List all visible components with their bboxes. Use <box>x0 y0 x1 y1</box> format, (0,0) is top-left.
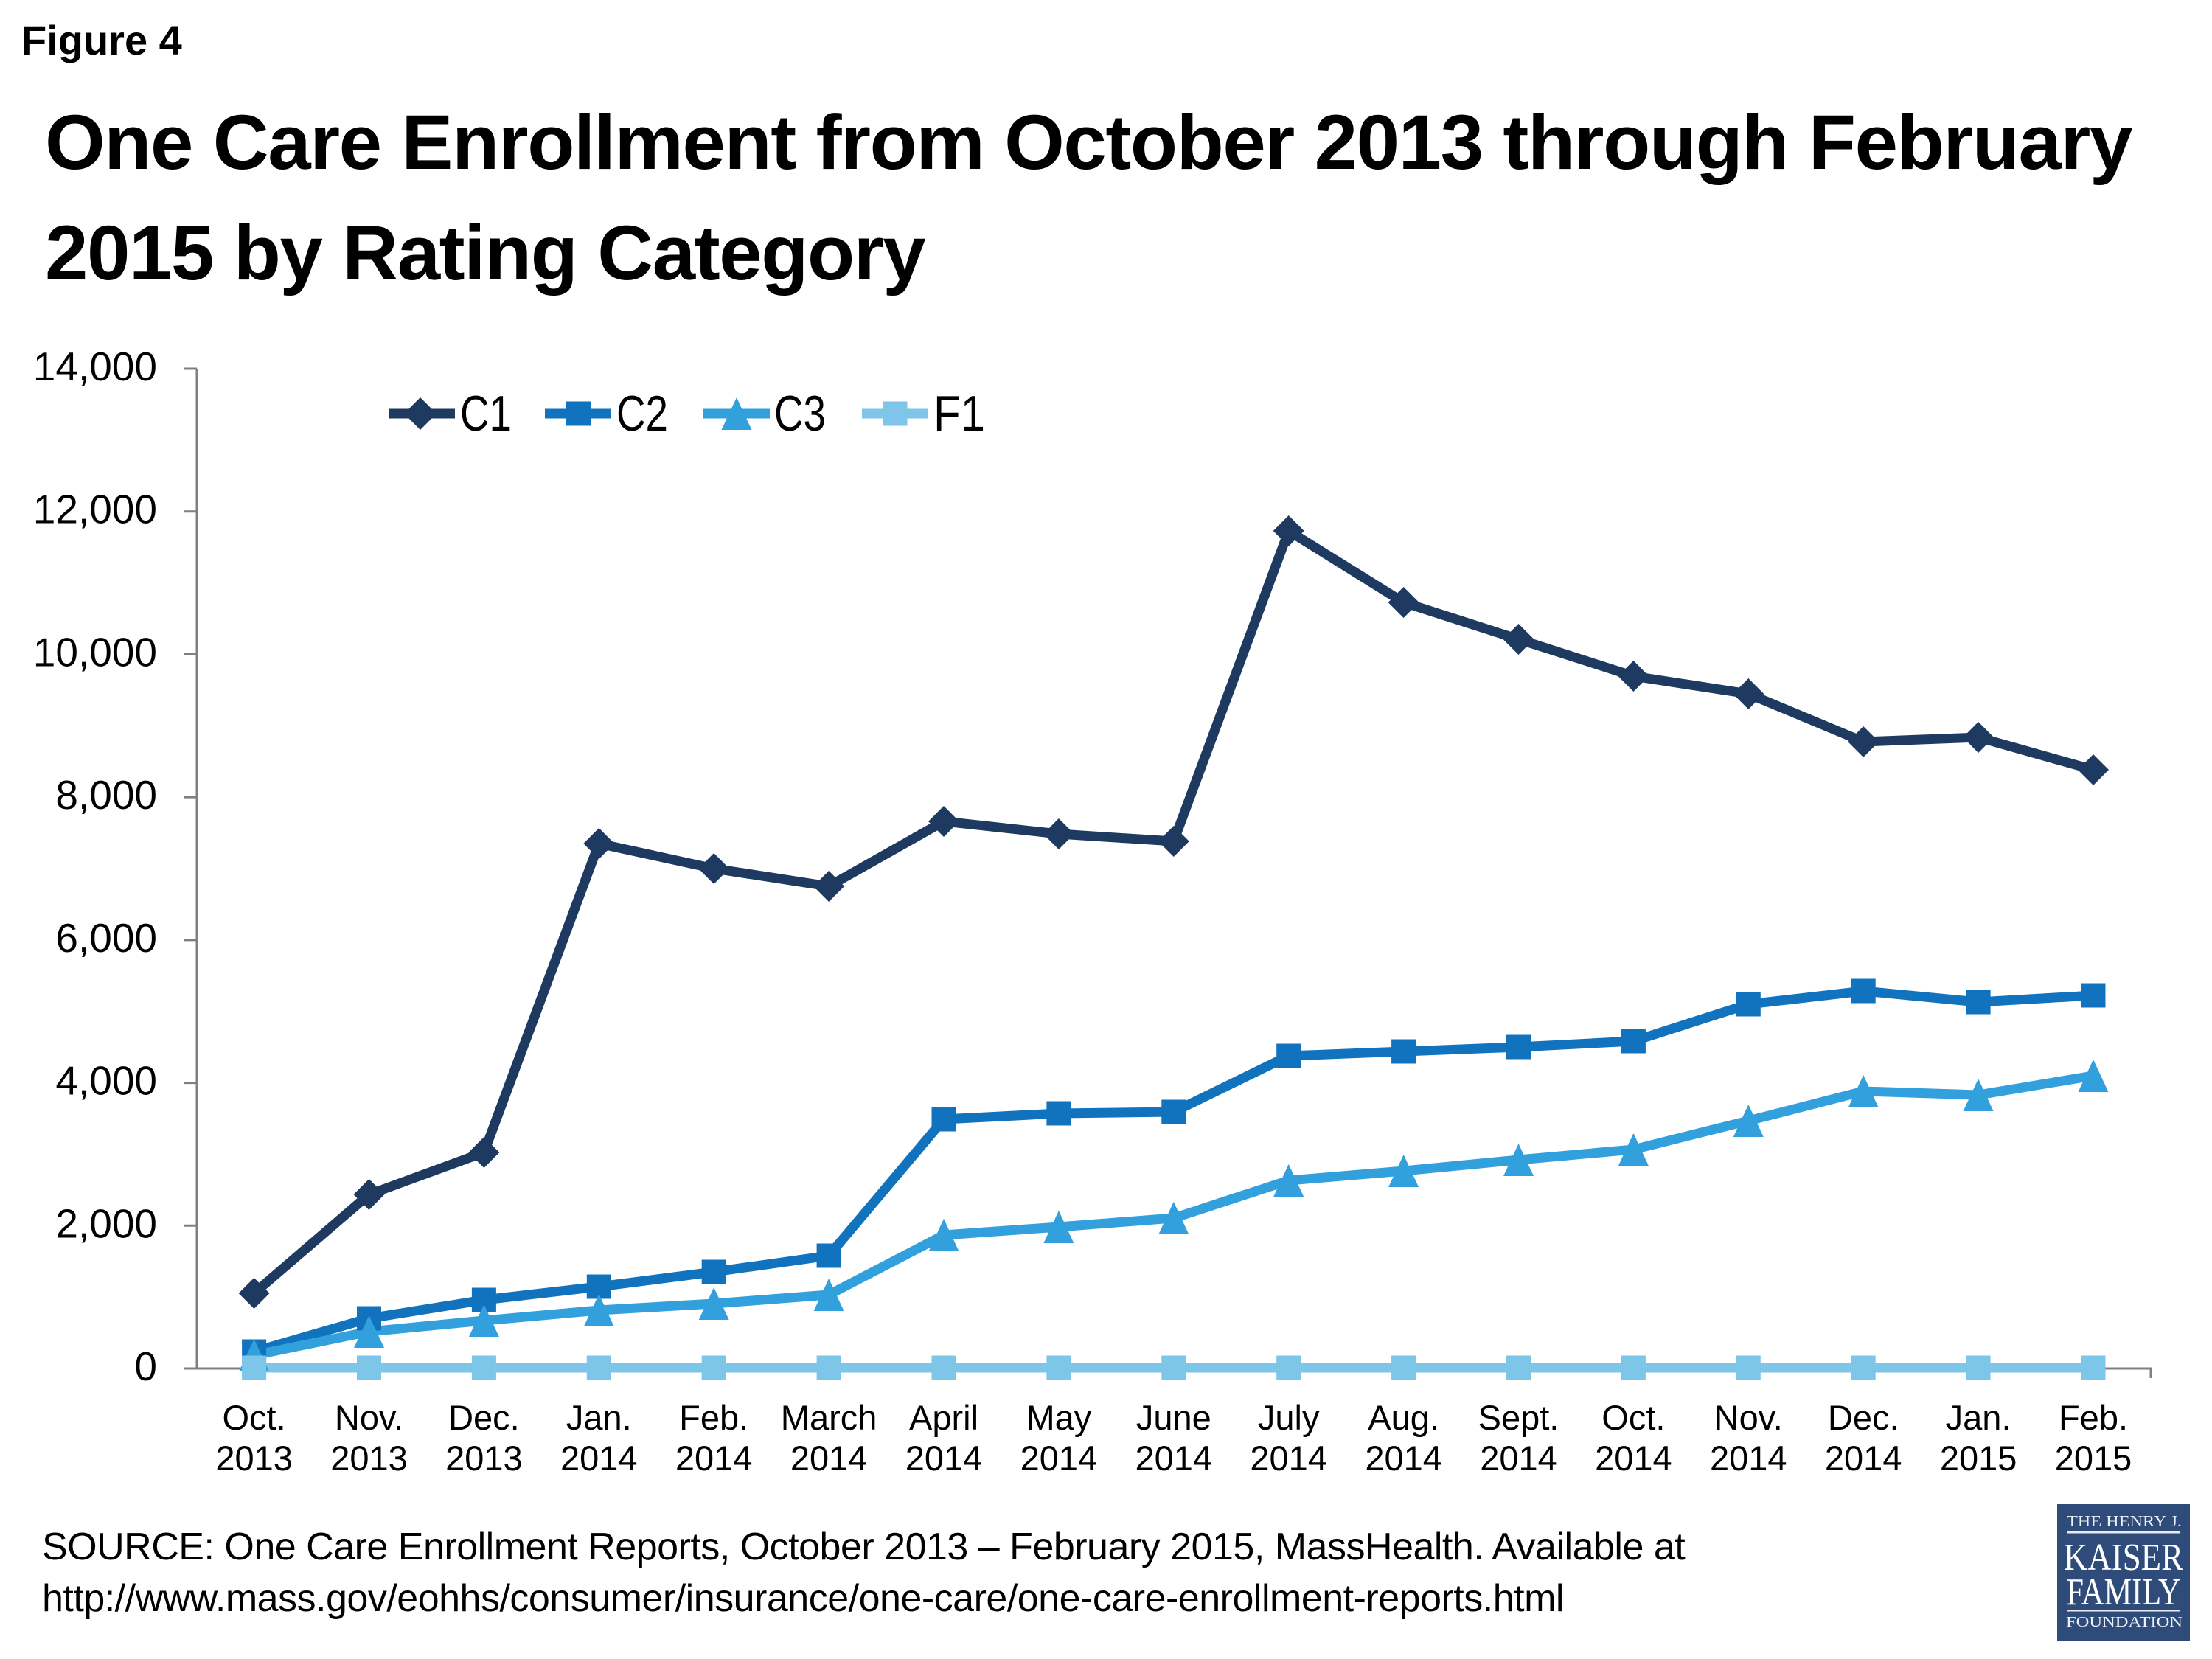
svg-text:THE HENRY J.: THE HENRY J. <box>2067 1512 2182 1530</box>
svg-text:Dec.: Dec. <box>448 1398 520 1437</box>
svg-text:2013: 2013 <box>445 1439 523 1478</box>
svg-text:C1: C1 <box>460 386 512 442</box>
svg-text:2015: 2015 <box>2055 1439 2132 1478</box>
svg-text:2014: 2014 <box>1480 1439 1557 1478</box>
svg-text:Nov.: Nov. <box>1714 1398 1783 1437</box>
svg-text:14,000: 14,000 <box>33 344 157 389</box>
svg-text:2014: 2014 <box>1710 1439 1787 1478</box>
svg-text:2014: 2014 <box>675 1439 753 1478</box>
svg-text:2,000: 2,000 <box>55 1200 157 1246</box>
svg-text:July: July <box>1258 1398 1320 1437</box>
svg-text:10,000: 10,000 <box>33 629 157 675</box>
svg-text:C2: C2 <box>616 386 668 442</box>
svg-text:Oct.: Oct. <box>1601 1398 1665 1437</box>
svg-text:Dec.: Dec. <box>1828 1398 1899 1437</box>
svg-text:2014: 2014 <box>1365 1439 1442 1478</box>
svg-text:2014: 2014 <box>1595 1439 1672 1478</box>
svg-text:2015: 2015 <box>1940 1439 2017 1478</box>
svg-text:2014: 2014 <box>1020 1439 1098 1478</box>
svg-text:2014: 2014 <box>905 1439 983 1478</box>
svg-text:Oct.: Oct. <box>223 1398 286 1437</box>
svg-text:2013: 2013 <box>215 1439 293 1478</box>
svg-text:8,000: 8,000 <box>55 772 157 818</box>
svg-text:2013: 2013 <box>330 1439 408 1478</box>
svg-text:Sept.: Sept. <box>1478 1398 1559 1437</box>
svg-text:2014: 2014 <box>790 1439 868 1478</box>
svg-text:F1: F1 <box>933 386 985 442</box>
svg-text:FOUNDATION: FOUNDATION <box>2066 1614 2183 1630</box>
svg-text:FAMILY: FAMILY <box>2067 1571 2181 1613</box>
svg-text:May: May <box>1026 1398 1092 1437</box>
svg-text:C3: C3 <box>774 386 826 442</box>
svg-text:Feb.: Feb. <box>679 1398 748 1437</box>
svg-text:June: June <box>1136 1398 1211 1437</box>
svg-text:2014: 2014 <box>1135 1439 1213 1478</box>
svg-text:Jan.: Jan. <box>1946 1398 2011 1437</box>
svg-text:KAISER: KAISER <box>2064 1537 2183 1579</box>
svg-text:Nov.: Nov. <box>335 1398 403 1437</box>
svg-text:2014: 2014 <box>1250 1439 1327 1478</box>
svg-text:Jan.: Jan. <box>566 1398 632 1437</box>
svg-text:4,000: 4,000 <box>55 1058 157 1104</box>
svg-text:2014: 2014 <box>560 1439 638 1478</box>
svg-text:March: March <box>781 1398 877 1437</box>
svg-text:April: April <box>909 1398 978 1437</box>
svg-text:6,000: 6,000 <box>55 915 157 961</box>
svg-text:Aug.: Aug. <box>1368 1398 1439 1437</box>
svg-text:2014: 2014 <box>1825 1439 1902 1478</box>
svg-text:Feb.: Feb. <box>2059 1398 2128 1437</box>
svg-text:0: 0 <box>134 1343 157 1389</box>
svg-text:12,000: 12,000 <box>33 487 157 532</box>
